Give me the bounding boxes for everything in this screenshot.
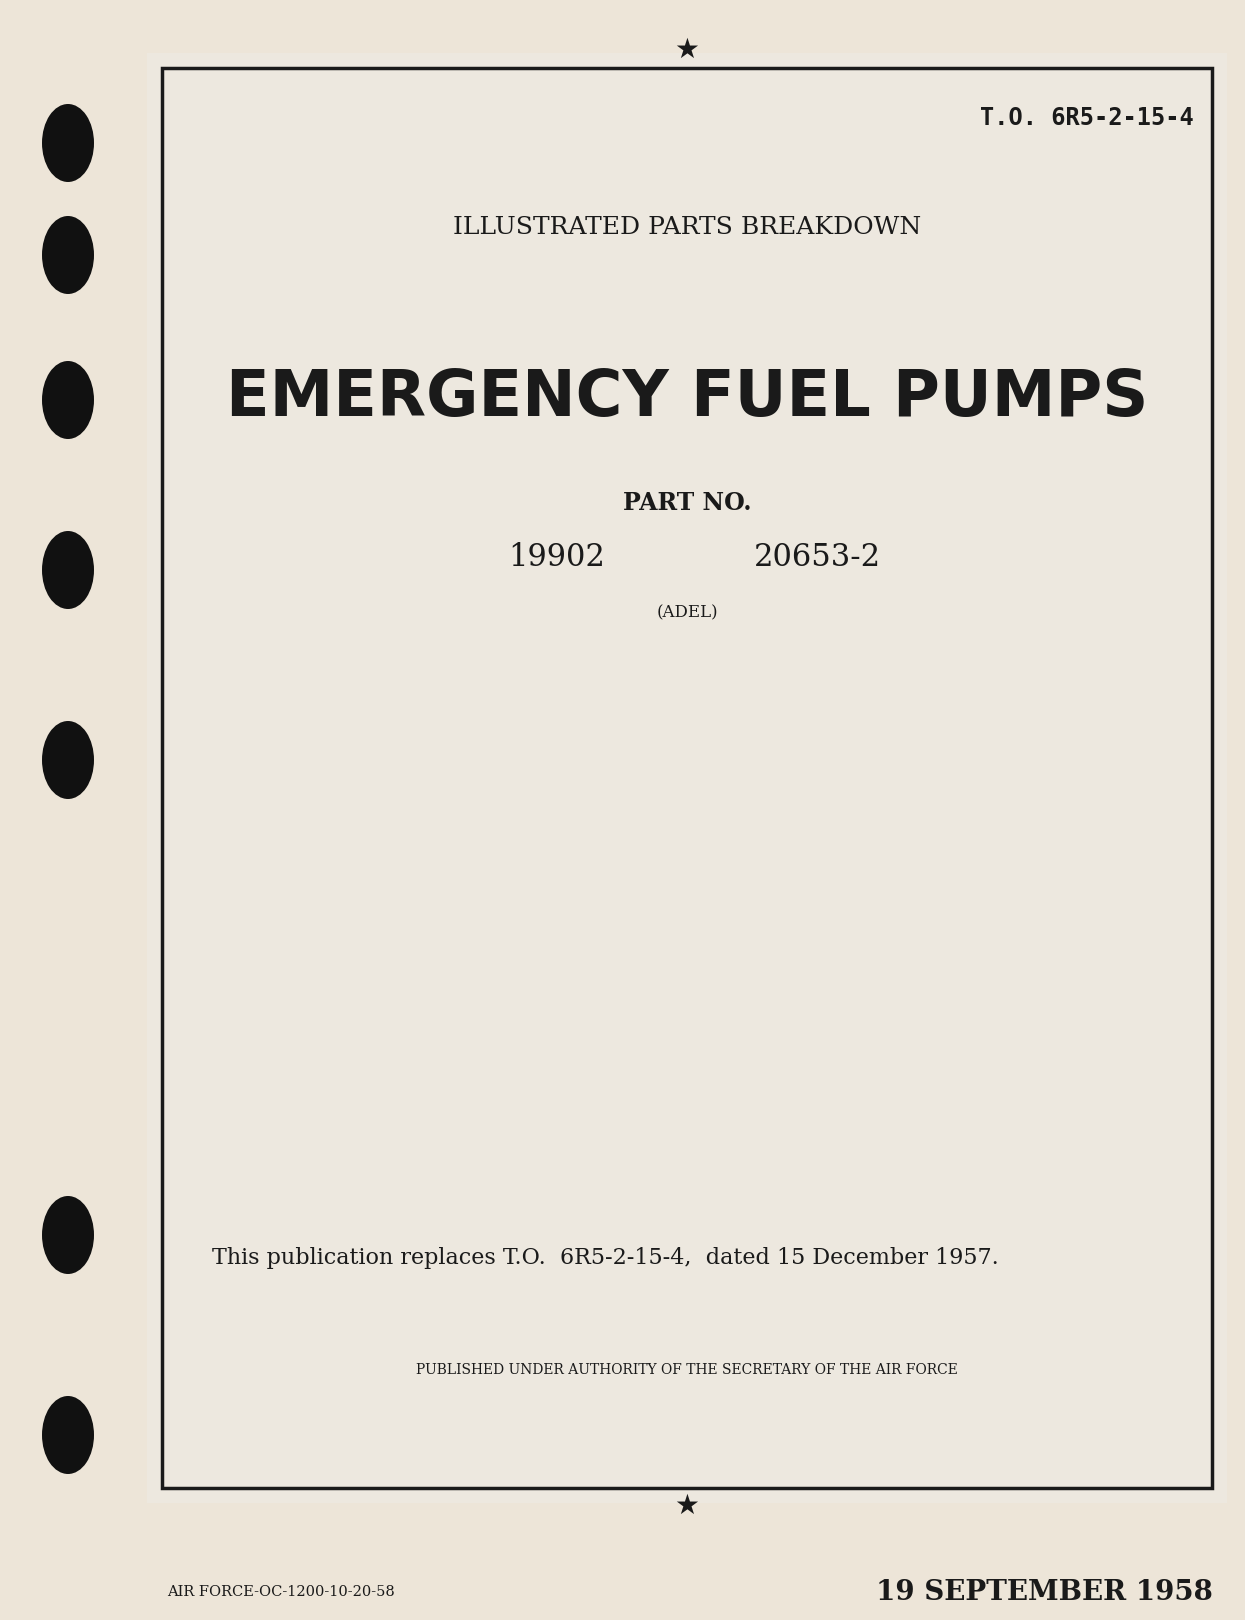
Ellipse shape xyxy=(42,104,95,181)
Text: 20653-2: 20653-2 xyxy=(753,543,880,573)
Text: ILLUSTRATED PARTS BREAKDOWN: ILLUSTRATED PARTS BREAKDOWN xyxy=(453,217,921,240)
Bar xyxy=(147,53,1228,1503)
Text: 19 SEPTEMBER 1958: 19 SEPTEMBER 1958 xyxy=(876,1578,1213,1605)
Ellipse shape xyxy=(42,215,95,293)
Text: PART NO.: PART NO. xyxy=(622,491,751,515)
Text: (ADEL): (ADEL) xyxy=(656,604,718,622)
Ellipse shape xyxy=(42,721,95,799)
Ellipse shape xyxy=(42,1196,95,1273)
Ellipse shape xyxy=(42,1396,95,1474)
Text: AIR FORCE-OC-1200-10-20-58: AIR FORCE-OC-1200-10-20-58 xyxy=(167,1584,395,1599)
Bar xyxy=(162,68,1211,1489)
Ellipse shape xyxy=(42,531,95,609)
Text: 19902: 19902 xyxy=(508,543,605,573)
Ellipse shape xyxy=(42,361,95,439)
Text: EMERGENCY FUEL PUMPS: EMERGENCY FUEL PUMPS xyxy=(225,368,1148,429)
Text: T.O. 6R5-2-15-4: T.O. 6R5-2-15-4 xyxy=(980,105,1194,130)
Text: PUBLISHED UNDER AUTHORITY OF THE SECRETARY OF THE AIR FORCE: PUBLISHED UNDER AUTHORITY OF THE SECRETA… xyxy=(416,1362,957,1377)
Text: ★: ★ xyxy=(675,1492,700,1520)
Text: ★: ★ xyxy=(675,36,700,65)
Text: This publication replaces T.O.  6R5-2-15-4,  dated 15 December 1957.: This publication replaces T.O. 6R5-2-15-… xyxy=(212,1247,998,1268)
